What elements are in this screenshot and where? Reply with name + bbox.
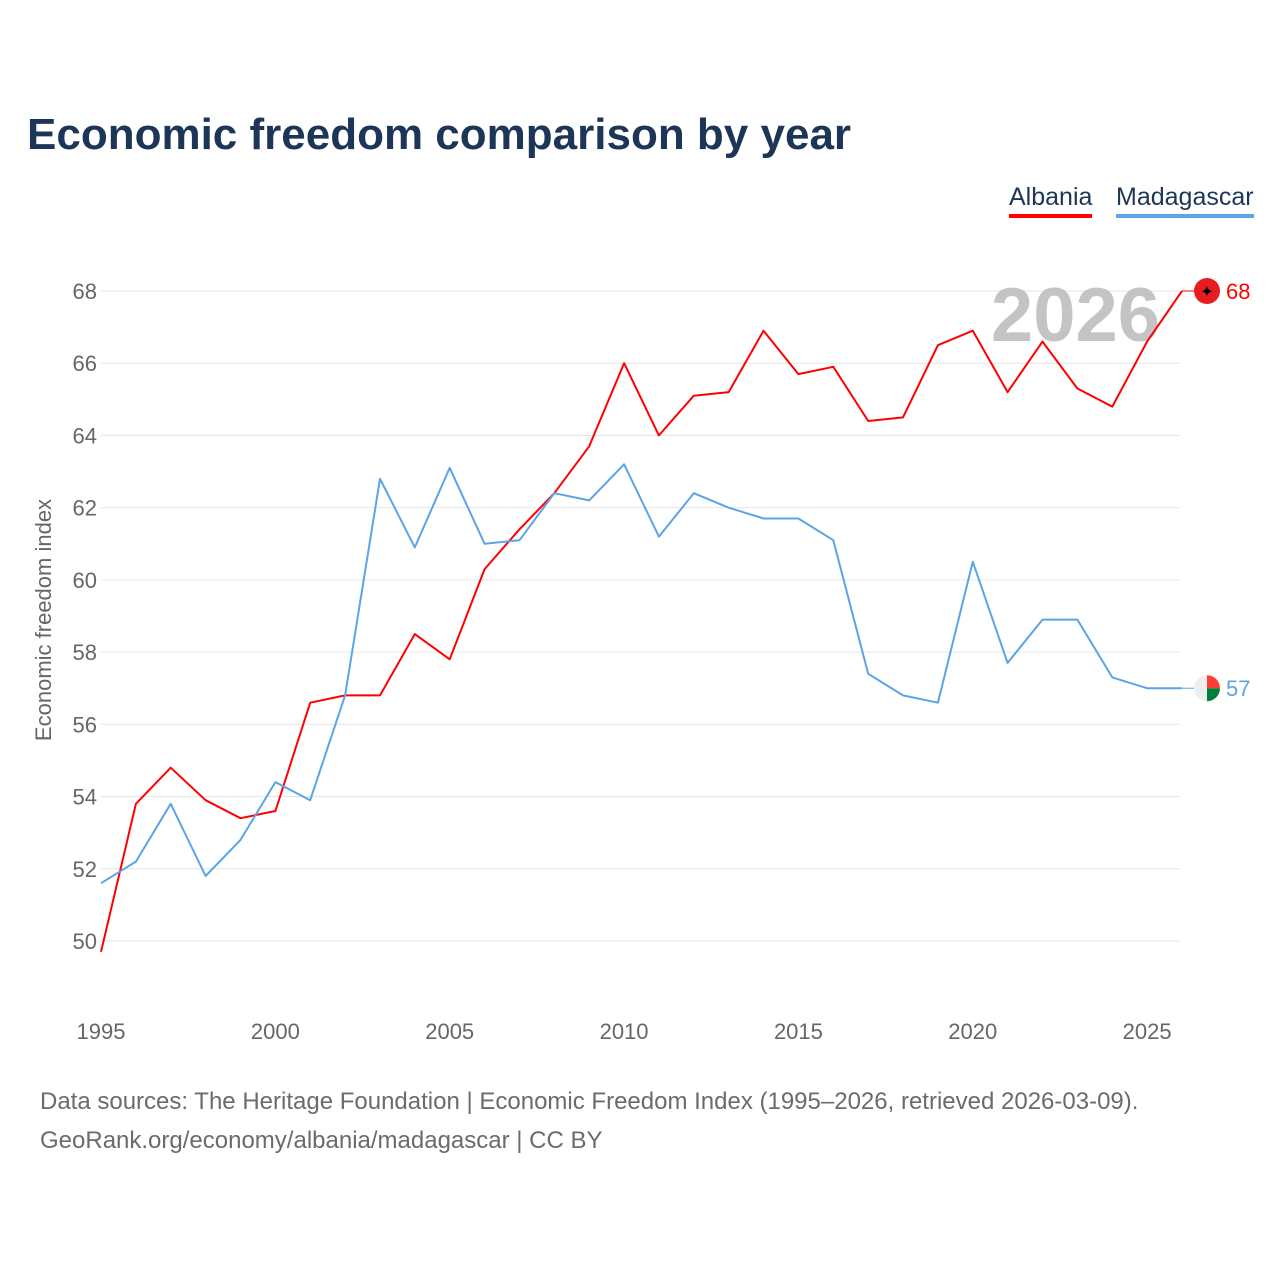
y-tick-label: 64: [73, 423, 97, 448]
legend-madagascar[interactable]: Madagascar: [1116, 183, 1254, 218]
y-axis-label: Economic freedom index: [31, 499, 56, 741]
series-line-albania: [100, 290, 1183, 953]
y-tick-label: 52: [73, 857, 97, 882]
end-value-label: 57: [1226, 676, 1250, 701]
madagascar-flag-icon: [1207, 675, 1220, 689]
y-tick-label: 60: [73, 568, 97, 593]
source-note: Data sources: The Heritage Foundation | …: [40, 1088, 1139, 1115]
x-tick-label: 2015: [774, 1019, 823, 1044]
y-tick-label: 58: [73, 640, 97, 665]
year-overlay: 2026: [991, 273, 1160, 358]
series-line-madagascar: [100, 463, 1182, 885]
x-tick-label: 2010: [600, 1019, 649, 1044]
albania-flag-icon: [1194, 278, 1220, 304]
eagle-icon: ✦: [1200, 284, 1213, 301]
x-tick-label: 2020: [948, 1019, 997, 1044]
y-tick-label: 50: [73, 929, 97, 954]
x-tick-label: 1995: [77, 1019, 126, 1044]
y-tick-label: 68: [73, 279, 97, 304]
madagascar-flag-white: [1194, 675, 1207, 702]
chart-title: Economic freedom comparison by year: [27, 110, 852, 159]
x-tick-label: 2025: [1123, 1019, 1172, 1044]
y-tick-label: 66: [73, 351, 97, 376]
end-value-label: 68: [1226, 279, 1250, 304]
y-tick-label: 62: [73, 496, 97, 521]
x-tick-label: 2005: [425, 1019, 474, 1044]
x-tick-label: 2000: [251, 1019, 300, 1044]
madagascar-flag-green: [1207, 688, 1220, 702]
legend-albania[interactable]: Albania: [1009, 183, 1093, 218]
y-tick-label: 56: [73, 712, 97, 737]
source-link[interactable]: GeoRank.org/economy/albania/madagascar |…: [40, 1127, 603, 1154]
y-tick-label: 54: [73, 785, 97, 810]
